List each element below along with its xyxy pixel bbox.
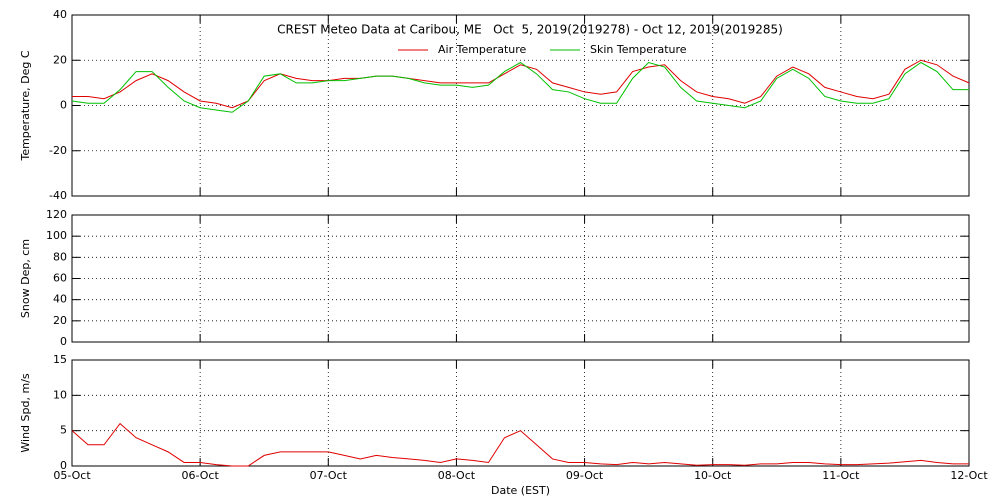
data-line	[71, 422, 969, 467]
y-tick-label: 80	[53, 250, 67, 263]
chart-title: CREST Meteo Data at Caribou, ME Oct 5, 2…	[277, 23, 783, 37]
y-tick-label: -40	[49, 189, 67, 202]
x-tick-label: 06-Oct	[181, 469, 219, 482]
y-tick-label: 120	[46, 208, 67, 221]
y-tick-label: 20	[53, 314, 67, 327]
y-tick-label: 10	[53, 388, 67, 401]
x-axis-label: Date (EST)	[491, 484, 550, 497]
data-line	[72, 59, 970, 109]
x-tick-label: 11-Oct	[822, 469, 860, 482]
y-tick-label: 100	[46, 229, 67, 242]
y-tick-label: 0	[60, 335, 67, 348]
y-tick-label: 40	[53, 8, 67, 21]
data-line	[71, 61, 969, 113]
y-axis-label: Snow Dep, cm	[19, 239, 32, 318]
y-axis-label: Temperature, Deg C	[19, 50, 32, 161]
legend-label: Skin Temperature	[590, 43, 687, 56]
x-tick-label: 09-Oct	[566, 469, 604, 482]
x-tick-label: 12-Oct	[950, 469, 988, 482]
y-tick-label: 0	[60, 459, 67, 472]
y-axis-label: Wind Spd, m/s	[19, 373, 32, 453]
y-tick-label: 40	[53, 293, 67, 306]
y-tick-label: 60	[53, 272, 67, 285]
y-tick-label: 15	[53, 353, 67, 366]
plot-frame	[71, 359, 970, 467]
y-tick-label: 20	[53, 53, 67, 66]
y-tick-label: -20	[49, 144, 67, 157]
x-tick-label: 07-Oct	[310, 469, 348, 482]
x-tick-label: 05-Oct	[53, 469, 91, 482]
y-tick-label: 5	[60, 424, 67, 437]
x-tick-label: 10-Oct	[694, 469, 732, 482]
legend-label: Air Temperature	[438, 43, 527, 56]
x-tick-label: 08-Oct	[438, 469, 476, 482]
y-tick-label: 0	[60, 99, 67, 112]
